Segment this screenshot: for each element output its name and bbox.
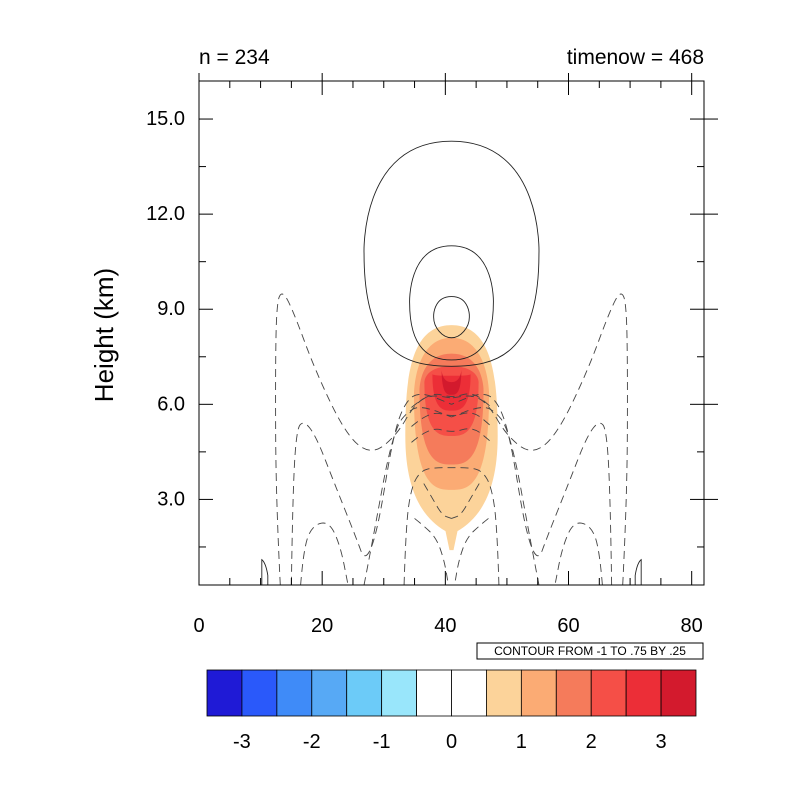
negative-contour	[454, 518, 489, 585]
negative-contour-band	[411, 412, 492, 427]
x-tick-label: 80	[681, 615, 703, 637]
negative-contour	[451, 467, 500, 585]
negative-contour	[423, 483, 452, 519]
colorbar-box	[660, 669, 697, 717]
filled-contour-band	[441, 369, 462, 395]
colorbar-box	[486, 669, 522, 717]
colorbar-label: -3	[233, 731, 251, 753]
y-tick-label: 6.0	[157, 393, 185, 415]
y-tick-label: 3.0	[157, 488, 185, 510]
negative-contour	[275, 293, 452, 585]
y-tick-label: 12.0	[146, 203, 185, 225]
positive-contour	[409, 245, 494, 361]
filled-contours	[405, 325, 498, 551]
colorbar-label: 3	[656, 731, 667, 753]
info-label-box	[476, 642, 704, 660]
colorbar-box	[520, 669, 557, 717]
colorbar-box	[206, 669, 243, 717]
negative-contour-band	[411, 428, 492, 443]
colorbar-box	[381, 669, 417, 717]
colorbar-label: -1	[373, 731, 391, 753]
x-tick-label: 20	[311, 615, 333, 637]
colorbar-label: 2	[586, 731, 597, 753]
left-title: n = 234	[199, 46, 270, 69]
colorbar-box	[416, 669, 452, 717]
plot-frame	[198, 80, 705, 586]
positive-contour-edge	[261, 558, 269, 585]
negative-contour	[290, 393, 452, 585]
negative-contour	[554, 522, 603, 585]
negative-contour	[451, 393, 613, 585]
y-tick-label: 15.0	[146, 108, 185, 130]
colorbar-label: 1	[516, 731, 527, 753]
positive-contour	[363, 140, 540, 367]
x-tick-label: 40	[434, 615, 456, 637]
x-tick-label: 60	[557, 615, 579, 637]
colorbar: -3 -2 -1 0 1 2 3	[206, 669, 697, 753]
negative-contour	[363, 407, 452, 585]
right-title: timenow = 468	[567, 46, 704, 69]
negative-contour-band	[411, 393, 492, 408]
colorbar-box	[311, 669, 348, 717]
negative-contour	[451, 407, 540, 585]
colorbar-box	[276, 669, 313, 717]
positive-contour	[433, 296, 470, 339]
axis-ticks: 0 20 40 60 80 3.0 6.0 9.0 12.0 15.0	[146, 73, 718, 637]
colorbar-box	[590, 669, 627, 717]
colorbar-box	[625, 669, 662, 717]
colorbar-label: 0	[446, 731, 457, 753]
negative-contour	[300, 522, 349, 585]
colorbar-box	[346, 669, 383, 717]
colorbar-box	[241, 669, 278, 717]
y-axis-label: Height (km)	[89, 268, 119, 402]
negative-contour	[451, 483, 480, 519]
colorbar-box	[555, 669, 592, 717]
x-tick-label: 0	[193, 615, 204, 637]
info-label: CONTOUR FROM -1 TO .75 BY .25	[494, 644, 686, 658]
negative-contour	[403, 467, 452, 585]
positive-contour-edge	[634, 558, 642, 585]
colorbar-label: -2	[303, 731, 321, 753]
negative-contour	[451, 293, 628, 585]
colorbar-box	[451, 669, 487, 717]
contour-lines	[261, 140, 642, 585]
negative-contour	[414, 518, 449, 585]
y-tick-label: 9.0	[157, 298, 185, 320]
